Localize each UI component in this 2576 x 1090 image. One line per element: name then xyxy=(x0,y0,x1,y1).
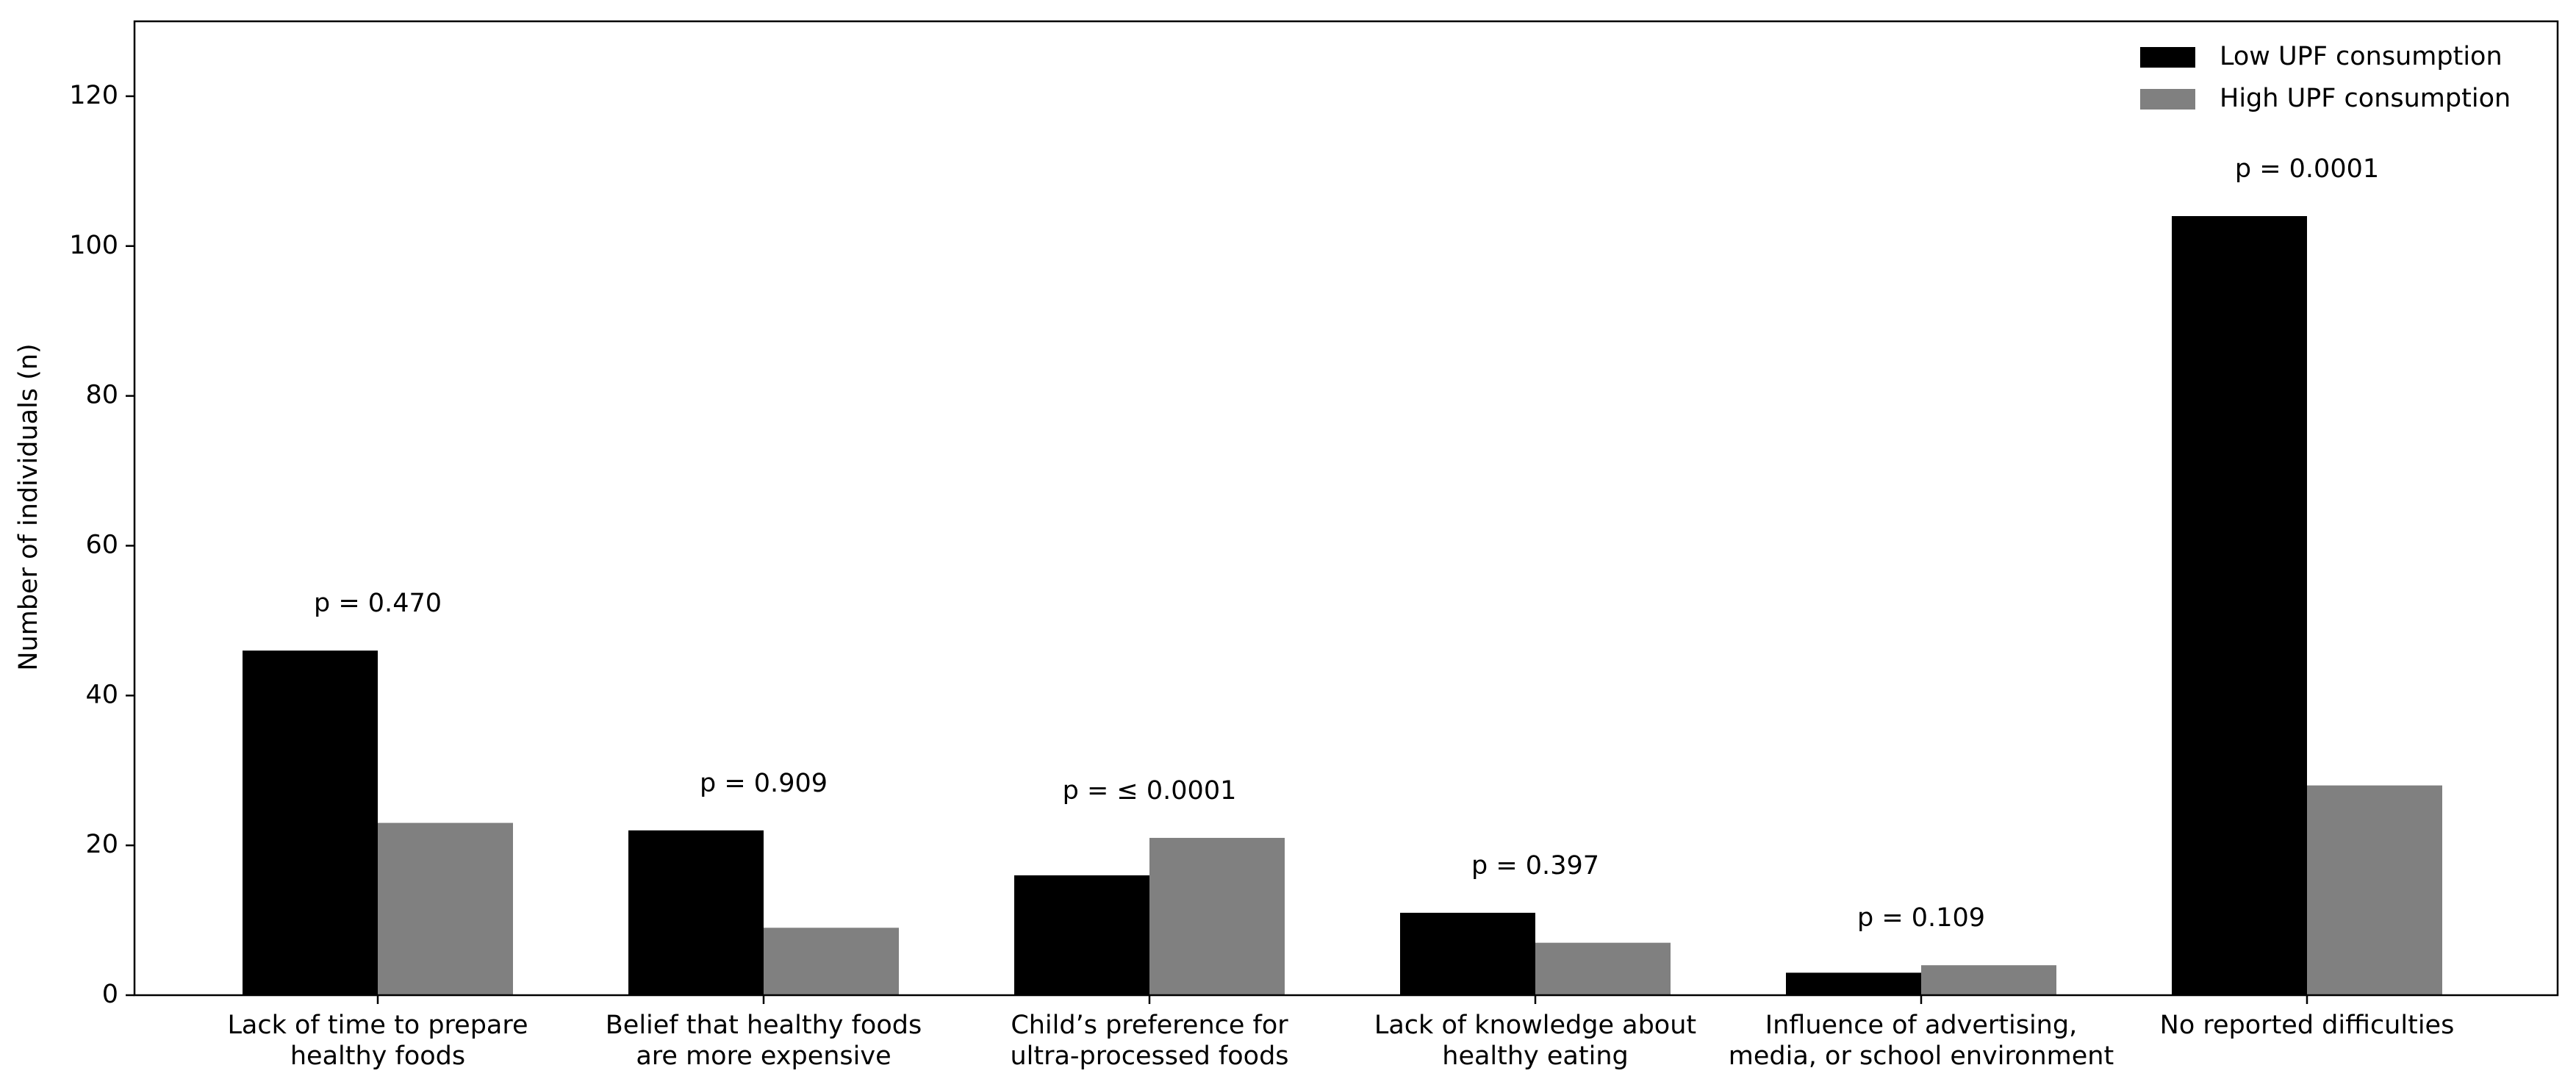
p-value-annotation: p = 0.109 xyxy=(1857,903,1985,933)
legend-swatch xyxy=(2140,47,2195,68)
bar xyxy=(1535,942,1671,995)
legend-label: Low UPF consumption xyxy=(2220,42,2503,71)
bar xyxy=(1149,837,1285,995)
x-tick-label: Influence of advertising, media, or schoo… xyxy=(1729,1011,2114,1071)
y-tick-label: 80 xyxy=(85,381,118,410)
p-value-annotation: p = 0.909 xyxy=(700,769,828,798)
bar xyxy=(1786,972,1921,995)
bar xyxy=(764,928,899,995)
legend-label: High UPF consumption xyxy=(2220,84,2511,113)
bar xyxy=(628,830,764,995)
x-tick-label: Lack of knowledge about healthy eating xyxy=(1374,1011,1696,1071)
bar xyxy=(378,822,513,995)
y-axis-label: Number of individuals (n) xyxy=(14,343,43,670)
p-value-annotation: p = ≤ 0.0001 xyxy=(1063,776,1237,806)
y-tick-label: 20 xyxy=(85,830,118,859)
x-tick-label: Belief that healthy foods are more expens… xyxy=(606,1011,922,1071)
p-value-annotation: p = 0.470 xyxy=(314,589,442,618)
axes-frame xyxy=(133,20,2559,997)
x-tick-label: Child’s preference for ultra-processed fo… xyxy=(1010,1011,1288,1071)
bar xyxy=(2172,216,2307,995)
bar xyxy=(1921,965,2056,995)
bar xyxy=(1014,875,1149,995)
bar xyxy=(1400,912,1535,995)
x-tick-label: No reported difficulties xyxy=(2160,1011,2455,1040)
p-value-annotation: p = 0.397 xyxy=(1471,851,1599,881)
x-tick-label: Lack of time to prepare healthy foods xyxy=(227,1011,528,1071)
legend-swatch xyxy=(2140,89,2195,110)
y-tick-label: 100 xyxy=(69,231,118,260)
y-tick-label: 40 xyxy=(85,680,118,709)
y-tick-label: 0 xyxy=(102,980,118,1009)
y-tick-label: 120 xyxy=(69,81,118,110)
p-value-annotation: p = 0.0001 xyxy=(2235,154,2379,184)
bar xyxy=(243,650,378,995)
bar xyxy=(2307,785,2442,995)
y-tick-label: 60 xyxy=(85,530,118,559)
